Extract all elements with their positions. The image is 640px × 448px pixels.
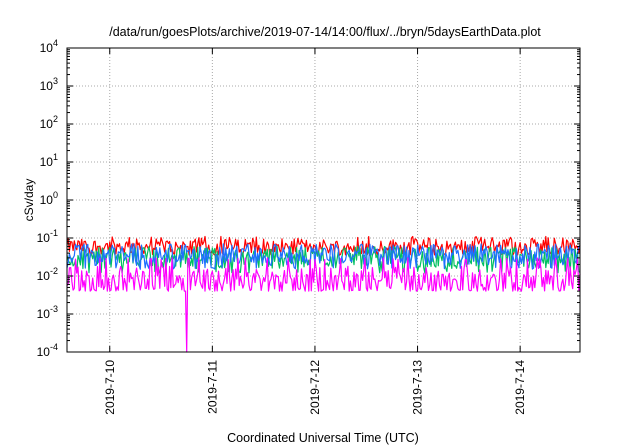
grid-lines	[67, 48, 580, 352]
axes: 10-4 10-3 10-2 10-1 100 101 102 103 104 2019-7-10…	[37, 38, 581, 415]
y-tick-label: 104	[40, 38, 58, 55]
x-tick-label: 2019-7-12	[308, 360, 322, 415]
y-tick-label: 101	[40, 152, 58, 169]
y-tick-label: 10-3	[37, 304, 58, 321]
x-tick-label: 2019-7-10	[103, 360, 117, 415]
chart-title: /data/run/goesPlots/archive/2019-07-14/1…	[109, 25, 541, 39]
series-line	[66, 257, 581, 353]
y-tick-label: 103	[40, 76, 58, 93]
y-tick-label: 10-4	[37, 342, 58, 359]
x-axis-label: Coordinated Universal Time (UTC)	[227, 431, 419, 445]
y-tick-label: 100	[40, 190, 58, 207]
y-tick-label: 10-1	[37, 228, 58, 245]
x-tick-label: 2019-7-11	[205, 360, 219, 414]
y-tick-label: 10-2	[37, 266, 58, 283]
x-tick-label: 2019-7-13	[411, 360, 425, 415]
data-series	[66, 235, 581, 353]
x-tick-label: 2019-7-14	[513, 360, 527, 415]
plot-frame	[66, 47, 581, 353]
y-axis-label: cSv/day	[22, 179, 36, 222]
series-line	[66, 243, 581, 270]
y-tick-label: 102	[40, 114, 58, 131]
